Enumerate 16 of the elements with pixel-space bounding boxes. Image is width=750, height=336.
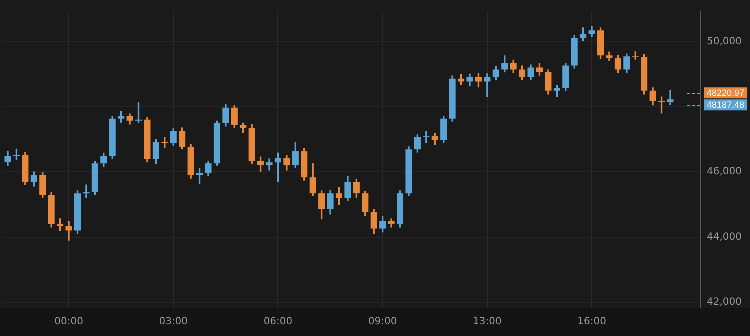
y-tick-label: 44,000 — [707, 232, 742, 243]
candlestick — [266, 158, 273, 171]
y-tick-label: 42,000 — [707, 297, 742, 308]
x-tick-label: 13:00 — [473, 316, 502, 328]
text: 48220.97 — [707, 88, 745, 98]
x-tick-label: 00:00 — [54, 316, 84, 328]
candlestick — [66, 221, 72, 241]
x-tick-label: 03:00 — [159, 316, 188, 328]
x-tick-label: 09:00 — [368, 316, 398, 328]
candlestick — [667, 90, 674, 106]
y-tick-label: 50,000 — [707, 36, 742, 48]
text: 48187.48 — [707, 100, 745, 110]
candlestick — [484, 74, 491, 98]
y-tick-label: 46,000 — [707, 166, 742, 178]
x-tick-label: 06:00 — [264, 316, 293, 328]
x-tick-label: 16:00 — [578, 316, 606, 328]
